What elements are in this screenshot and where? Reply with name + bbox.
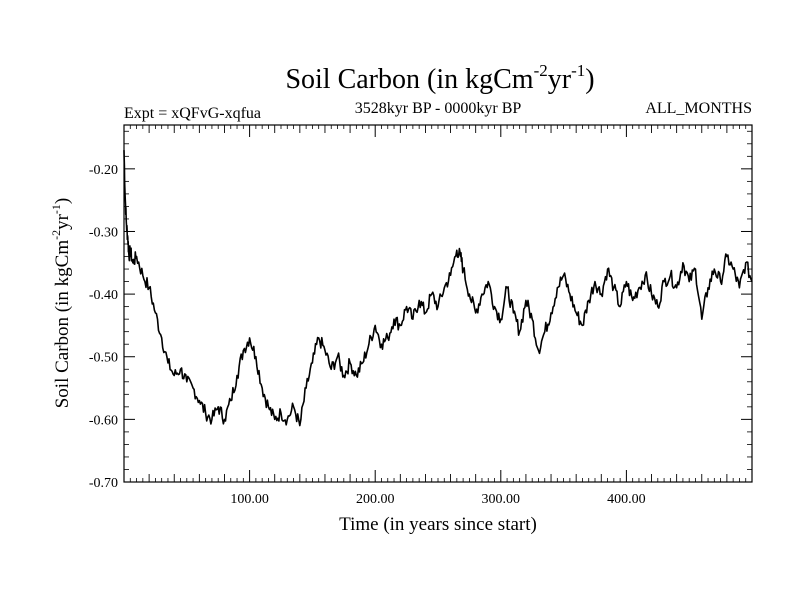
subtitle-experiment: Expt = xQFvG-xqfua xyxy=(124,105,261,122)
y-label-unit: yr xyxy=(52,213,73,230)
subtitle-months: ALL_MONTHS xyxy=(645,100,752,117)
plot-frame xyxy=(123,124,753,483)
y-tick-label: -0.30 xyxy=(89,225,118,240)
chart-title: Soil Carbon (in kgCm-2yr-1) xyxy=(285,61,594,95)
y-label-text: Soil Carbon (in kgCm xyxy=(52,240,73,409)
title-exp-2: -1 xyxy=(571,61,585,80)
title-text-unit: yr xyxy=(548,64,572,95)
x-tick-label: 200.00 xyxy=(356,492,395,507)
y-tick-label: -0.40 xyxy=(89,288,118,303)
y-axis-label: Soil Carbon (in kgCm-2yr-1) xyxy=(49,198,73,409)
y-tick-label: -0.20 xyxy=(89,163,118,178)
y-tick-label: -0.60 xyxy=(89,413,118,428)
x-tick-label: 100.00 xyxy=(230,492,269,507)
x-axis-label: Time (in years since start) xyxy=(339,514,537,535)
axes: 100.00 200.00 300.00 400.00 -0.20 -0.30 -0.40 -… xyxy=(89,125,752,507)
y-label-exp-2: -1 xyxy=(49,204,63,214)
y-label-end: ) xyxy=(52,198,73,204)
title-exp-1: -2 xyxy=(534,61,548,80)
x-tick-label: 300.00 xyxy=(482,492,521,507)
x-tick-label: 400.00 xyxy=(607,492,646,507)
title-text: Soil Carbon (in kgCm xyxy=(285,64,533,95)
subtitle-period: 3528kyr BP - 0000kyr BP xyxy=(355,100,522,117)
y-tick-label: -0.70 xyxy=(89,476,118,491)
y-tick-label: -0.50 xyxy=(89,351,118,366)
series-line xyxy=(123,150,753,427)
data-series xyxy=(123,150,753,427)
title-text-end: ) xyxy=(585,64,594,95)
y-label-exp-1: -2 xyxy=(49,230,63,240)
